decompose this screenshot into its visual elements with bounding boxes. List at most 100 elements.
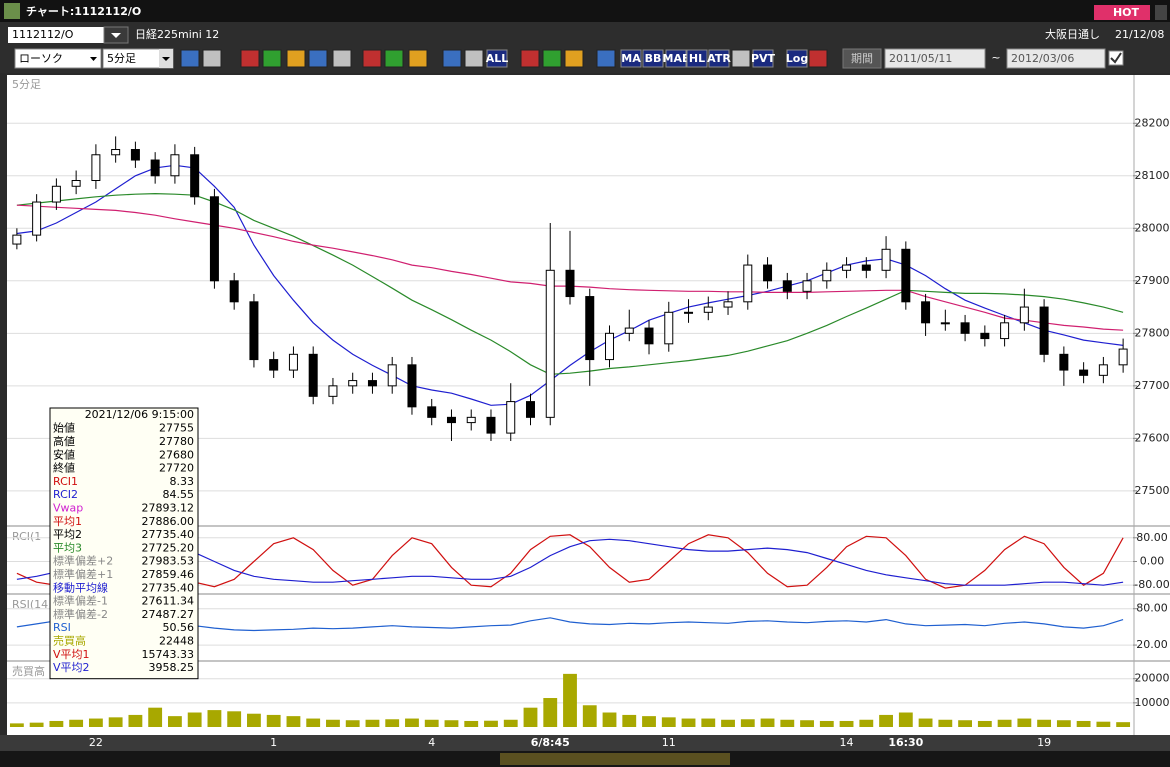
tool-icon[interactable] [686, 49, 708, 68]
hot-label[interactable]: HOT [1113, 6, 1140, 19]
to-date: 2012/03/06 [1011, 52, 1074, 65]
info-label: RCI2 [53, 488, 78, 501]
candle-body [269, 359, 279, 371]
header-date: 21/12/08 [1115, 28, 1164, 41]
x-axis-bar [0, 735, 1170, 751]
y-tick-label: 0.00 [1140, 554, 1165, 567]
window-button[interactable] [1155, 5, 1167, 20]
candle-body [723, 301, 733, 308]
tool-icon-label: MA [621, 52, 641, 65]
volume-bar [88, 718, 103, 727]
candle-body [605, 332, 615, 361]
tool-icon[interactable] [731, 49, 751, 68]
candle-body [861, 264, 871, 271]
volume-bar [29, 722, 44, 727]
volume-bar [760, 718, 775, 727]
info-label: RSI [53, 621, 71, 634]
info-label: 標準偏差+1 [53, 567, 113, 581]
hot-button[interactable] [1094, 5, 1150, 20]
candle-body [91, 154, 101, 182]
volume-bar [780, 719, 795, 727]
candle-body [1000, 322, 1010, 340]
y-tick-label: 28000 [1135, 221, 1170, 234]
app-icon [4, 3, 20, 19]
candle-body [229, 280, 239, 303]
candle-body [1059, 353, 1069, 371]
tool-icon[interactable] [384, 49, 404, 68]
volume-bar [385, 719, 400, 727]
tool-icon-label: HL [689, 52, 705, 65]
tool-icon[interactable] [408, 49, 428, 68]
volume-bar [563, 673, 577, 727]
tool-icon[interactable] [642, 49, 664, 68]
tool-icon[interactable] [464, 49, 484, 68]
tool-icon[interactable] [520, 49, 540, 68]
volume-bar [503, 719, 518, 727]
info-label: 終値 [53, 461, 75, 475]
plot: 5分足 27500 27600 27700 27800 27900 28000 28100 28… [7, 78, 1170, 749]
tool-icon[interactable] [308, 49, 328, 68]
info-label: 平均1 [53, 515, 82, 528]
x-tick-label: 11 [662, 736, 676, 749]
candle-body [901, 248, 911, 303]
tool-icon[interactable] [362, 49, 382, 68]
tool-icon[interactable] [202, 49, 222, 68]
x-tick-label: 6/8:45 [531, 736, 570, 749]
info-value: 22448 [159, 634, 194, 647]
tool-icon[interactable] [486, 49, 508, 68]
info-value: 27983.53 [142, 555, 195, 568]
from-date-box[interactable] [884, 48, 986, 69]
candle-body [881, 248, 891, 271]
info-label: 始値 [53, 421, 75, 435]
info-value: 27886.00 [142, 515, 195, 528]
code-input[interactable] [8, 27, 104, 43]
tool-icon[interactable] [786, 49, 808, 68]
info-label: Vwap [53, 501, 83, 514]
tool-icon[interactable] [596, 49, 616, 68]
candle-body [822, 269, 832, 282]
scroll-thumb[interactable] [500, 753, 730, 765]
tool-icon[interactable] [286, 49, 306, 68]
tool-icon[interactable] [262, 49, 282, 68]
volume-bar [958, 720, 973, 727]
volume-bar [49, 720, 64, 727]
tool-icon[interactable] [708, 49, 730, 68]
tool-icon[interactable] [752, 49, 774, 68]
period-button[interactable] [842, 48, 882, 69]
tool-icon[interactable] [542, 49, 562, 68]
tool-icon[interactable] [442, 49, 462, 68]
volume-bar [1037, 719, 1052, 727]
volume-bar [918, 718, 933, 727]
tool-icon[interactable] [332, 49, 352, 68]
info-value: 27725.20 [142, 541, 195, 554]
candle-body [921, 301, 931, 324]
market-name: 大阪日通し [1045, 27, 1100, 41]
candle-body [1019, 306, 1029, 324]
candle-body [486, 416, 496, 434]
tool-icon[interactable] [620, 49, 642, 68]
header-bar [0, 22, 1170, 46]
volume-bar [1096, 721, 1111, 727]
tool-icon[interactable] [240, 49, 260, 68]
volume-bar [286, 716, 301, 727]
y-tick-label: 20.00 [1136, 638, 1168, 651]
period-label[interactable]: 期間 [851, 52, 873, 65]
candle-body [170, 154, 180, 177]
x-tick-label: 16:30 [888, 736, 923, 749]
tool-icon[interactable] [564, 49, 584, 68]
y-tick-label: 10000 [1135, 696, 1170, 709]
candle-body [427, 406, 437, 418]
tool-icon[interactable] [808, 49, 828, 68]
volume-bar [207, 710, 222, 727]
to-date-box[interactable] [1006, 48, 1106, 69]
tool-icon-label: Log [786, 52, 808, 65]
tool-icon[interactable] [180, 49, 200, 68]
volume-bar [108, 717, 123, 727]
volume-bar [1116, 722, 1131, 727]
tool-icon-label: MAE [663, 52, 690, 65]
volume-bar [167, 716, 182, 727]
info-label: 平均3 [53, 541, 82, 554]
tool-icon[interactable] [665, 49, 687, 68]
info-label: 安値 [53, 447, 75, 461]
kind-select[interactable] [14, 48, 102, 69]
